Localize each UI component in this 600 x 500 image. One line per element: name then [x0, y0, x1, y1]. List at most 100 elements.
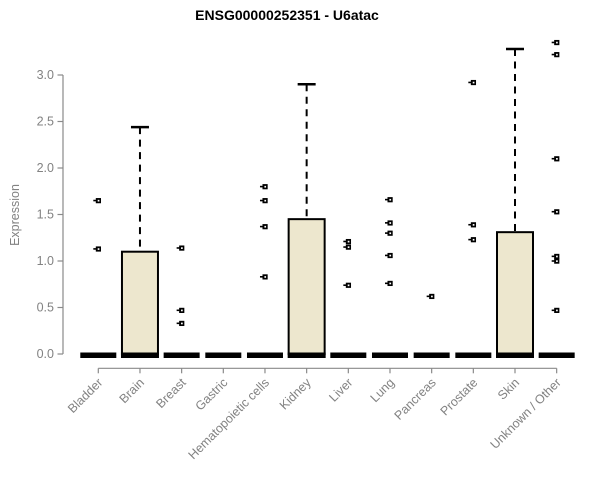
outlier-square-center	[556, 309, 558, 312]
median-line	[120, 352, 159, 358]
x-tick-label: Unknown / Other	[488, 376, 564, 452]
box-gastric	[205, 352, 242, 358]
median-line	[246, 352, 283, 358]
outlier-point	[384, 280, 393, 287]
outlier-square-center	[556, 211, 558, 213]
outlier-point	[551, 156, 560, 162]
outlier-square-center	[97, 199, 100, 202]
outlier-square-center	[264, 276, 267, 278]
outlier-square-center	[389, 222, 392, 224]
x-tick-label: Hematopoietic cells	[186, 376, 273, 463]
outlier-square-center	[389, 282, 392, 285]
median-line	[455, 352, 492, 358]
x-tick-label: Bladder	[65, 376, 105, 416]
outlier-square-center	[347, 246, 350, 249]
outlier-square-center	[264, 185, 267, 188]
outlier-square-center	[472, 224, 475, 226]
outlier-square-center	[556, 53, 558, 56]
x-tick-label: Pancreas	[392, 376, 439, 423]
box-brain	[120, 125, 159, 358]
outlier-square-center	[472, 81, 475, 84]
outlier-square-center	[264, 199, 267, 202]
box-lung	[371, 197, 408, 358]
median-line	[371, 352, 408, 358]
x-tick-label: Brain	[117, 375, 148, 406]
outlier-point	[176, 320, 185, 327]
outlier-point	[384, 220, 393, 226]
outlier-point	[426, 293, 435, 300]
outlier-point	[551, 258, 560, 264]
outlier-square-center	[181, 322, 183, 325]
y-axis: 0.0 0.5 1.0 1.5 2.0 2.5 3.0	[37, 68, 64, 361]
x-tick-label: Prostate	[438, 375, 481, 418]
outlier-point	[259, 224, 268, 230]
box-unknown-other	[538, 39, 575, 358]
outlier-point	[384, 230, 393, 236]
outlier-square-center	[181, 247, 183, 249]
outlier-square-center	[181, 309, 183, 312]
outlier-point	[176, 307, 185, 313]
outlier-square-center	[97, 248, 100, 250]
outlier-square-center	[556, 255, 558, 258]
box-skin	[496, 47, 534, 358]
outlier-square-center	[347, 240, 350, 243]
outlier-point	[259, 184, 268, 190]
outlier-square-center	[556, 260, 558, 262]
outlier-point	[384, 197, 393, 203]
box-body	[287, 218, 326, 355]
outlier-point	[343, 238, 352, 245]
x-tick-label: Skin	[495, 375, 522, 402]
outlier-point	[468, 222, 477, 228]
outlier-point	[343, 244, 352, 250]
x-tick-label: Gastric	[193, 376, 231, 414]
x-tick-label: Breast	[153, 375, 189, 411]
outlier-point	[551, 52, 560, 58]
y-tick-label: 1.0	[37, 254, 54, 268]
box-hematopoietic-cells	[246, 184, 283, 358]
x-tick-label: Kidney	[277, 375, 314, 412]
outlier-point	[343, 282, 352, 288]
outlier-square-center	[431, 295, 433, 298]
y-tick-label: 1.5	[37, 208, 54, 222]
median-line	[80, 352, 117, 358]
y-tick-label: 3.0	[37, 68, 54, 82]
median-line	[163, 352, 200, 358]
box-prostate	[455, 79, 492, 358]
outlier-point	[93, 198, 101, 204]
outlier-point	[551, 253, 560, 260]
box-body	[120, 250, 159, 355]
chart-title: ENSG00000252351 - U6atac	[195, 7, 379, 23]
outlier-square-center	[556, 41, 558, 44]
y-tick-label: 2.5	[37, 115, 54, 129]
median-line	[538, 352, 575, 358]
x-tick-label: Liver	[326, 376, 355, 405]
median-line	[496, 352, 534, 358]
y-tick-label: 0.5	[37, 301, 54, 315]
outlier-point	[259, 274, 268, 280]
median-line	[413, 352, 450, 358]
outlier-point	[259, 198, 268, 204]
median-line	[330, 352, 367, 358]
outlier-square-center	[347, 284, 350, 287]
box-kidney	[287, 83, 326, 358]
outlier-point	[384, 252, 393, 259]
x-tick-label: Lung	[368, 375, 398, 405]
box-liver	[330, 238, 367, 358]
box-body	[496, 231, 534, 355]
outlier-square-center	[472, 238, 475, 241]
outlier-square-center	[389, 232, 392, 235]
box-bladder	[80, 198, 117, 358]
median-line	[287, 352, 326, 358]
outlier-point	[468, 79, 477, 86]
box-pancreas	[413, 293, 450, 358]
outlier-point	[551, 307, 560, 313]
outlier-square-center	[264, 225, 267, 228]
outlier-point	[551, 39, 560, 46]
median-line	[205, 352, 242, 358]
box-breast	[163, 245, 200, 358]
y-tick-label: 0.0	[37, 347, 54, 361]
outlier-square-center	[389, 198, 392, 201]
